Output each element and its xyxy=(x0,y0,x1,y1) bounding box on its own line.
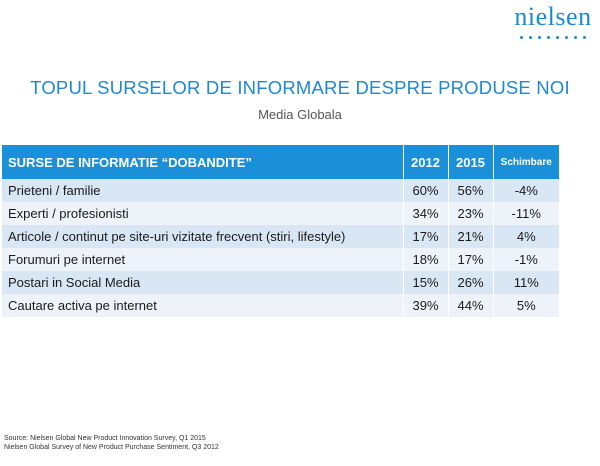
table-row: Prieteni / familie 60% 56% -4% xyxy=(2,179,559,202)
row-change: -1% xyxy=(493,248,559,271)
source-note: Source: Nielsen Global New Product Innov… xyxy=(4,434,219,452)
row-2015: 17% xyxy=(448,248,494,271)
table-header-row: SURSE DE INFORMATIE “DOBANDITE” 2012 201… xyxy=(2,145,559,179)
row-2015: 21% xyxy=(448,225,494,248)
row-label: Experti / profesionisti xyxy=(2,202,404,225)
logo-text: nielsen xyxy=(514,2,592,31)
row-2015: 44% xyxy=(448,294,494,317)
row-change: 4% xyxy=(493,225,559,248)
header-change: Schimbare xyxy=(493,145,559,179)
row-2012: 60% xyxy=(403,179,449,202)
source-line: Source: Nielsen Global New Product Innov… xyxy=(4,435,206,442)
nielsen-logo: nielsen xyxy=(512,2,594,39)
row-2012: 34% xyxy=(403,202,449,225)
header-2015: 2015 xyxy=(448,145,494,179)
row-label: Prieteni / familie xyxy=(2,179,404,202)
table-row: Postari in Social Media 15% 26% 11% xyxy=(2,271,559,294)
row-2012: 17% xyxy=(403,225,449,248)
table-row: Articole / continut pe site-uri vizitate… xyxy=(2,225,559,248)
logo-dots xyxy=(512,32,594,39)
table-row: Experti / profesionisti 34% 23% -11% xyxy=(2,202,559,225)
row-2015: 26% xyxy=(448,271,494,294)
page-title: TOPUL SURSELOR DE INFORMARE DESPRE PRODU… xyxy=(30,77,570,98)
row-change: 11% xyxy=(493,271,559,294)
row-change: 5% xyxy=(493,294,559,317)
row-label: Postari in Social Media xyxy=(2,271,404,294)
row-2012: 15% xyxy=(403,271,449,294)
page-subtitle: Media Globala xyxy=(258,107,342,122)
header-source: SURSE DE INFORMATIE “DOBANDITE” xyxy=(2,145,404,179)
sources-table: SURSE DE INFORMATIE “DOBANDITE” 2012 201… xyxy=(2,145,559,317)
row-label: Articole / continut pe site-uri vizitate… xyxy=(2,225,404,248)
header-2012: 2012 xyxy=(403,145,449,179)
row-label: Cautare activa pe internet xyxy=(2,294,404,317)
row-2015: 56% xyxy=(448,179,494,202)
row-2015: 23% xyxy=(448,202,494,225)
source-line: Nielsen Global Survey of New Product Pur… xyxy=(4,444,219,451)
row-change: -11% xyxy=(493,202,559,225)
row-2012: 39% xyxy=(403,294,449,317)
row-change: -4% xyxy=(493,179,559,202)
row-label: Forumuri pe internet xyxy=(2,248,404,271)
table-row: Forumuri pe internet 18% 17% -1% xyxy=(2,248,559,271)
row-2012: 18% xyxy=(403,248,449,271)
table-row: Cautare activa pe internet 39% 44% 5% xyxy=(2,294,559,317)
